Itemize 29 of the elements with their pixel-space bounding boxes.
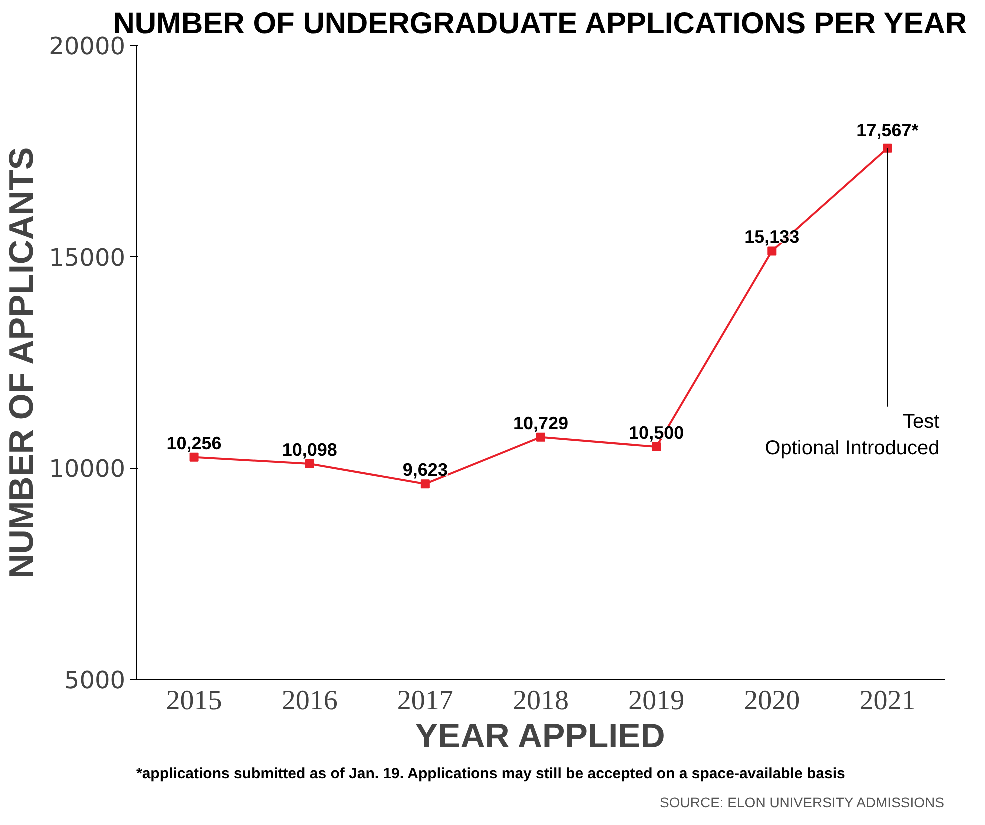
- data-label: 10,098: [282, 440, 338, 460]
- data-label: 9,623: [402, 460, 448, 480]
- x-tick-label: 2020: [744, 686, 800, 716]
- y-axis-title: NUMBER OF APPLICANTS: [3, 147, 42, 579]
- data-label: 10,256: [166, 433, 222, 454]
- x-tick-label: 2015: [166, 686, 222, 716]
- point: [768, 246, 777, 256]
- point: [190, 452, 199, 462]
- x-tick-label: 2018: [513, 686, 569, 716]
- data-label: 10,729: [513, 413, 569, 434]
- data-label: 17,567*: [856, 120, 919, 140]
- point: [420, 480, 430, 489]
- y-tick-label: 10000: [49, 455, 126, 484]
- x-tick-label: 2017: [397, 686, 454, 716]
- source-note: SOURCE: ELON UNIVERSITY ADMISSIONS: [660, 794, 944, 810]
- x-tick-label: 2021: [860, 686, 916, 716]
- x-axis-title: YEAR APPLIED: [415, 718, 666, 756]
- x-tick-label: 2019: [628, 686, 685, 716]
- y-tick-label: 5000: [64, 666, 126, 694]
- x-tick-label: 2016: [282, 686, 338, 716]
- point: [883, 144, 892, 153]
- data-label: 15,133: [744, 227, 800, 248]
- text: *applications submitted as of Jan. 19. Applications may still be accepted on a space-available basis: [136, 766, 846, 782]
- annotation: Test Optional Introduced: [765, 410, 940, 460]
- point: [536, 432, 546, 442]
- y-tick-label: 15000: [49, 244, 126, 272]
- data-label: 10,500: [629, 423, 684, 444]
- point: [305, 460, 314, 469]
- point: [652, 442, 662, 452]
